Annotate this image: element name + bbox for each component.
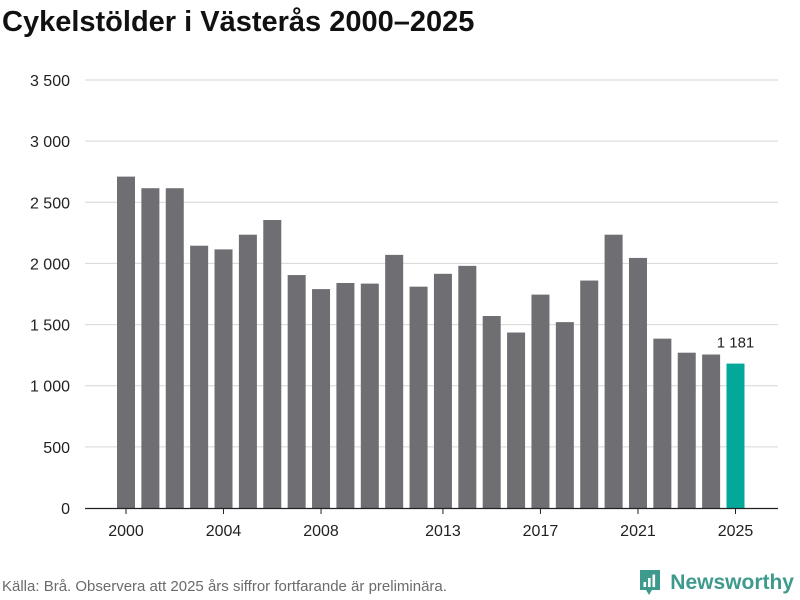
x-tick-label: 2017 bbox=[523, 523, 559, 540]
bar-2016 bbox=[507, 332, 526, 508]
chart-title: Cykelstölder i Västerås 2000–2025 bbox=[2, 6, 475, 38]
bar-2017 bbox=[531, 294, 550, 508]
bar-2003 bbox=[190, 245, 209, 508]
grid-lines bbox=[85, 79, 778, 448]
bar-2024 bbox=[702, 354, 721, 508]
y-tick-label: 1 000 bbox=[30, 379, 70, 396]
bar-2009 bbox=[336, 282, 355, 508]
source-note: Källa: Brå. Observera att 2025 års siffr… bbox=[2, 578, 447, 595]
brand-name: Newsworthy bbox=[670, 571, 794, 594]
bar-2025 bbox=[726, 363, 745, 508]
y-tick-label: 2 500 bbox=[30, 195, 70, 212]
newsworthy-logo-icon bbox=[640, 570, 661, 595]
data-labels: 1 181 bbox=[717, 335, 755, 352]
data-label: 1 181 bbox=[717, 335, 755, 352]
bar-2011 bbox=[385, 254, 404, 508]
y-tick-label: 3 000 bbox=[30, 134, 70, 151]
bar-2022 bbox=[653, 338, 672, 508]
bar-2007 bbox=[287, 275, 306, 508]
bar-2014 bbox=[458, 265, 477, 508]
bar-2001 bbox=[141, 188, 160, 509]
y-tick-label: 2 000 bbox=[30, 256, 70, 273]
y-axis-ticks: 0 500 1 000 1 500 2 000 2 500 3 000 3 500 bbox=[30, 73, 70, 518]
bar-2006 bbox=[263, 220, 282, 508]
bar-2008 bbox=[312, 289, 331, 508]
brand[interactable]: Newsworthy bbox=[638, 568, 794, 598]
x-tick-label: 2013 bbox=[425, 523, 461, 540]
bar-chart: 0 500 1 000 1 500 2 000 2 500 3 000 3 500 1 181… bbox=[30, 73, 778, 540]
y-tick-label: 500 bbox=[43, 440, 70, 457]
bar-2010 bbox=[360, 283, 379, 508]
bar-2021 bbox=[628, 257, 647, 508]
y-tick-label: 3 500 bbox=[30, 73, 70, 90]
bar-2012 bbox=[409, 286, 428, 508]
bar-2019 bbox=[580, 280, 599, 508]
x-tick-label: 2021 bbox=[620, 523, 656, 540]
y-tick-label: 0 bbox=[61, 501, 70, 518]
bar-2005 bbox=[238, 234, 257, 509]
bar-2013 bbox=[433, 273, 452, 508]
y-tick-label: 1 500 bbox=[30, 318, 70, 335]
x-tick-label: 2004 bbox=[206, 523, 242, 540]
x-tick-label: 2025 bbox=[718, 523, 754, 540]
x-tick-label: 2000 bbox=[108, 523, 144, 540]
bar-2004 bbox=[214, 249, 233, 508]
bar-2015 bbox=[482, 316, 501, 508]
bar-2023 bbox=[677, 352, 696, 508]
bar-2020 bbox=[604, 234, 623, 509]
x-tick-label: 2008 bbox=[303, 523, 339, 540]
bars bbox=[117, 176, 745, 509]
bar-2000 bbox=[117, 176, 135, 508]
bar-2002 bbox=[165, 188, 184, 509]
bar-2018 bbox=[555, 322, 574, 508]
x-axis: 2000 2004 2008 2013 2017 2021 2025 bbox=[85, 507, 778, 540]
